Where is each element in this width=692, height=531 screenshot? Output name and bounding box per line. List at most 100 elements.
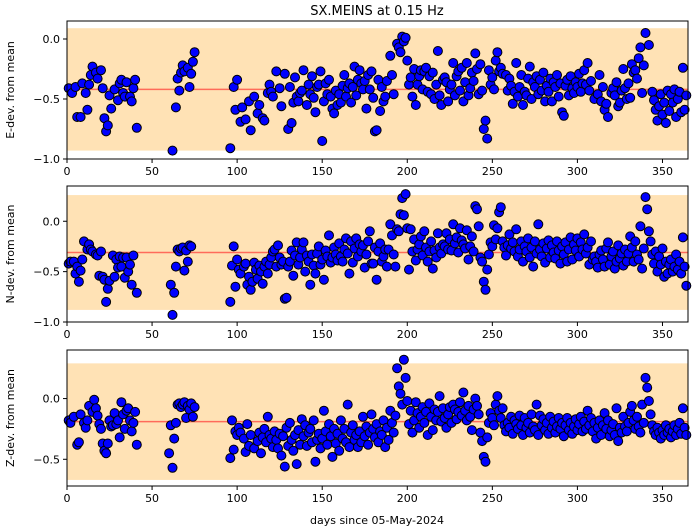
data-point	[228, 241, 239, 252]
x-tick-label: 200	[397, 328, 418, 341]
data-point	[126, 96, 137, 107]
data-point	[80, 88, 91, 98]
data-point	[318, 405, 329, 416]
data-point	[679, 104, 690, 115]
data-point	[96, 423, 106, 434]
data-point	[468, 246, 479, 257]
data-point	[552, 70, 562, 80]
x-tick-label: 150	[312, 328, 333, 341]
data-point	[632, 73, 642, 84]
data-point	[227, 415, 237, 426]
data-point	[126, 426, 137, 437]
data-point	[101, 296, 112, 307]
data-point	[385, 219, 396, 230]
data-point	[611, 77, 622, 88]
data-point	[427, 67, 438, 78]
y-tick-label: −0.5	[33, 453, 60, 466]
y-tick-label: −1.0	[33, 316, 60, 329]
data-point	[618, 64, 629, 74]
data-point	[371, 274, 382, 285]
data-point	[130, 74, 141, 85]
data-point	[257, 278, 268, 289]
data-point	[131, 122, 142, 133]
data-point	[281, 292, 292, 303]
data-point	[398, 210, 409, 221]
data-point	[354, 65, 365, 76]
x-tick-label: 350	[652, 165, 673, 178]
data-point	[402, 396, 413, 406]
x-tick-label: 300	[567, 492, 588, 505]
data-point	[637, 88, 648, 98]
x-tick-label: 300	[567, 328, 588, 341]
data-point	[310, 107, 321, 118]
data-point	[431, 79, 442, 90]
data-point	[501, 250, 511, 261]
data-point	[421, 62, 431, 73]
data-point	[230, 281, 241, 292]
data-point	[322, 439, 333, 450]
data-point	[470, 48, 481, 59]
data-point	[305, 423, 316, 434]
data-point	[511, 224, 522, 235]
data-point	[347, 420, 358, 431]
x-tick-label: 200	[397, 165, 418, 178]
data-point	[632, 411, 642, 422]
axes-frame	[66, 349, 689, 487]
data-point	[318, 274, 329, 285]
x-tick-label: 150	[312, 165, 333, 178]
data-point	[109, 271, 120, 282]
data-point	[586, 236, 596, 247]
data-point	[126, 279, 137, 290]
data-point	[342, 248, 353, 259]
data-point	[75, 265, 86, 276]
data-point	[400, 189, 411, 200]
data-point	[543, 86, 554, 97]
data-point	[342, 399, 353, 410]
y-tick-label: −0.5	[33, 266, 60, 279]
data-point	[102, 283, 113, 294]
data-point	[73, 437, 84, 448]
data-point	[645, 236, 656, 247]
data-point	[334, 445, 345, 456]
data-point	[546, 96, 557, 107]
data-point	[432, 46, 443, 56]
data-point	[102, 438, 113, 449]
data-point	[128, 417, 139, 428]
data-point	[291, 459, 302, 470]
data-point	[249, 91, 260, 102]
data-point	[276, 101, 287, 112]
data-point	[364, 84, 375, 95]
data-point	[473, 409, 484, 420]
data-point	[170, 261, 181, 272]
data-point	[480, 115, 491, 126]
data-point	[630, 236, 641, 247]
data-point	[366, 66, 377, 77]
data-point	[276, 450, 287, 461]
data-point	[657, 243, 668, 254]
data-point	[271, 66, 282, 77]
data-point	[82, 104, 93, 115]
data-point	[472, 204, 482, 215]
data-point	[524, 61, 535, 72]
axes-frame	[66, 185, 689, 323]
data-point	[489, 84, 499, 95]
x-tick-label: 100	[227, 165, 248, 178]
data-point	[633, 53, 644, 64]
data-point	[225, 296, 236, 307]
data-point	[480, 456, 491, 467]
data-point	[482, 133, 493, 144]
data-point	[388, 249, 399, 260]
data-point	[128, 250, 139, 261]
data-point	[528, 261, 539, 272]
data-point	[511, 58, 522, 68]
x-tick-label: 50	[145, 165, 159, 178]
data-point	[228, 444, 239, 455]
data-point	[279, 68, 290, 79]
x-tick-label: 50	[145, 492, 159, 505]
data-point	[582, 58, 593, 68]
data-point	[531, 399, 542, 410]
data-point	[446, 79, 457, 90]
y-tick-label: 0.0	[43, 215, 61, 228]
data-point	[407, 427, 418, 438]
data-point	[368, 92, 379, 103]
